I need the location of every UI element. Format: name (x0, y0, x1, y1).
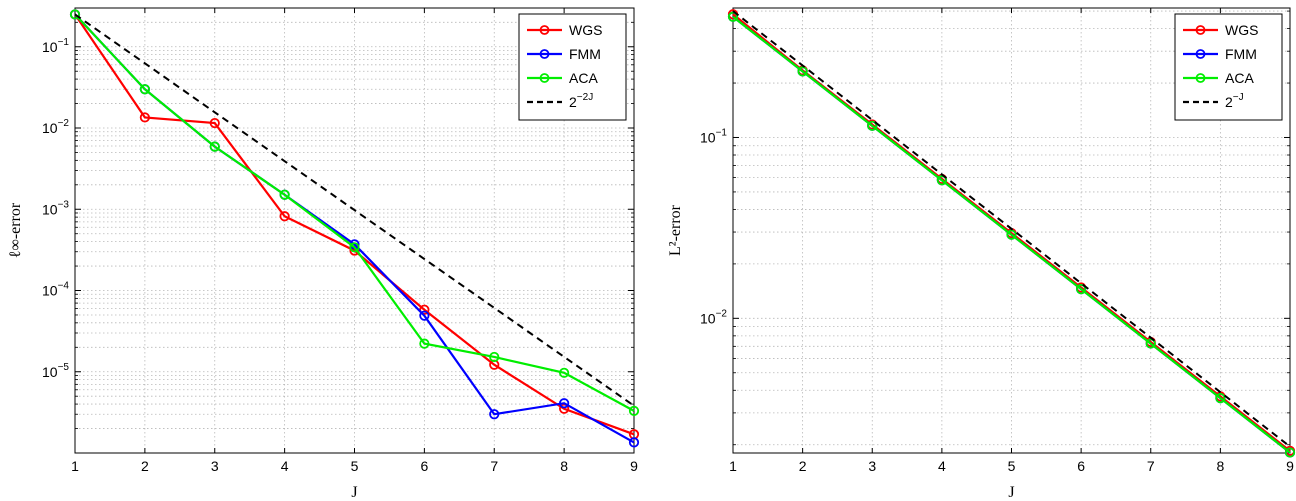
data-point (279, 211, 290, 222)
x-axis-label: J (1008, 484, 1014, 501)
y-tick-label: 10−5 (42, 362, 69, 380)
legend-marker (539, 25, 550, 35)
legend-marker (1195, 25, 1206, 35)
y-tick-label: 10−4 (42, 281, 69, 299)
x-tick-label: 1 (71, 458, 79, 474)
x-tick-label: 9 (630, 458, 638, 474)
chart-panel-2: 1 2 3 4 5 6 7 8 9 10−1 10−2 WGS FMM ACA 2−J J L²-error (667, 7, 1296, 501)
x-tick-label: 3 (868, 458, 876, 474)
y-tick-label: 10−1 (42, 37, 69, 55)
series-line-aca (732, 15, 1291, 454)
grid (74, 7, 635, 454)
x-tick-label: 3 (211, 458, 219, 474)
data-point (349, 242, 360, 253)
legend-label: WGS (1225, 22, 1258, 38)
legend-marker (1195, 73, 1206, 83)
data-point (489, 409, 500, 420)
legend-box (1174, 13, 1283, 121)
data-point (867, 120, 878, 131)
data-point (419, 310, 430, 321)
series-group (69, 9, 640, 448)
x-ticks: 1 2 3 4 5 6 7 8 9 (729, 8, 1294, 474)
x-tick-label: 2 (141, 458, 149, 474)
data-point (209, 117, 220, 129)
x-tick-label: 8 (1216, 458, 1224, 474)
x-tick-label: 6 (420, 458, 428, 474)
y-tick-label: 10−2 (700, 308, 727, 326)
y-ticks: 10−1 10−2 10−3 10−4 10−5 (42, 7, 634, 429)
x-tick-label: 2 (799, 458, 807, 474)
series-line-aca (74, 13, 635, 412)
x-ticks: 1 2 3 4 5 6 7 8 9 (71, 8, 638, 474)
data-point (69, 9, 81, 20)
y-ticks: 10−1 10−2 (700, 10, 1290, 446)
x-tick-label: 6 (1077, 458, 1085, 474)
legend-marker (539, 49, 550, 59)
data-point (559, 398, 570, 409)
y-tick-label: 10−1 (700, 127, 727, 145)
legend-box (518, 13, 627, 121)
legend-label: WGS (569, 22, 602, 38)
x-tick-label: 9 (1286, 458, 1294, 474)
legend-label: FMM (1225, 46, 1257, 62)
legend-label: FMM (569, 46, 601, 62)
legend-marker (539, 73, 550, 83)
data-point (139, 112, 150, 123)
data-point (559, 367, 570, 378)
data-point (559, 403, 570, 414)
y-tick-label: 10−2 (42, 118, 69, 136)
data-point (419, 338, 430, 349)
x-tick-label: 4 (281, 458, 289, 474)
data-point (489, 351, 500, 363)
legend-marker (1195, 49, 1206, 59)
series-line-wgs (74, 13, 635, 436)
data-point (139, 84, 150, 95)
x-tick-label: 1 (729, 458, 737, 474)
x-tick-label: 5 (351, 458, 359, 474)
data-point (279, 189, 290, 200)
y-axis-label: L²-error (667, 204, 684, 256)
legend-label: ACA (1225, 70, 1254, 86)
series-line-2-ref (74, 13, 635, 407)
series-group (727, 9, 1296, 458)
data-point (419, 304, 430, 315)
data-point (628, 437, 640, 448)
chart-panel-1: 1 2 3 4 5 6 7 8 9 10−1 10−2 10−3 10−4 10−5 WGS FMM ACA 2−… (7, 7, 640, 501)
data-point (727, 11, 739, 22)
x-tick-label: 4 (938, 458, 946, 474)
data-point (936, 175, 947, 186)
data-point (1076, 284, 1087, 295)
y-axis-label: ℓ∞-error (7, 202, 24, 258)
x-tick-label: 7 (1147, 458, 1155, 474)
data-point (209, 141, 220, 152)
y-tick-label: 10−3 (42, 199, 69, 217)
legend-label: 2−J (1225, 92, 1244, 110)
legend: WGS FMM ACA 2−2J (518, 13, 627, 121)
x-tick-label: 8 (560, 458, 568, 474)
x-tick-label: 7 (490, 458, 498, 474)
legend-label: ACA (569, 70, 598, 86)
data-point (797, 66, 808, 77)
data-point (1215, 393, 1226, 404)
legend-label: 2−2J (569, 92, 593, 110)
legend: WGS FMM ACA 2−J (1174, 13, 1283, 121)
x-tick-label: 5 (1008, 458, 1016, 474)
x-axis-label: J (351, 484, 357, 501)
data-point (1145, 338, 1156, 349)
data-point (1006, 229, 1017, 240)
data-point (628, 405, 640, 416)
data-point (1284, 447, 1296, 458)
series-line-2-ref (732, 10, 1291, 448)
